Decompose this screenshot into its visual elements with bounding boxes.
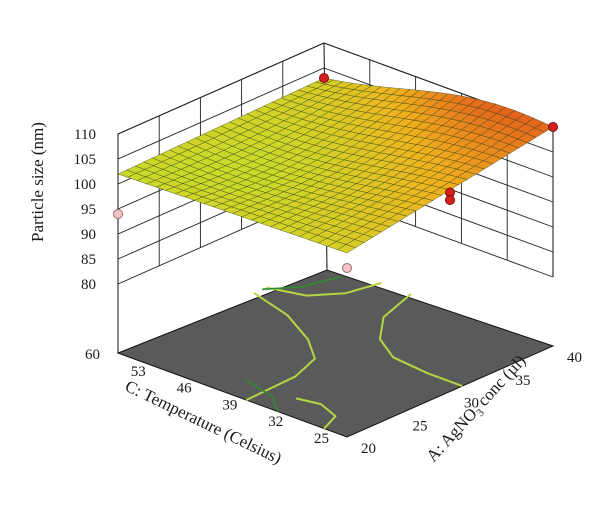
- tick-labels: 80 85 90 95 100 105 110 25 32 39 46 53 60 20 25 30 35 40: [74, 127, 583, 457]
- z-tick-label: 90: [81, 227, 96, 243]
- a-tick-label: 20: [361, 441, 376, 457]
- contour-line: [295, 397, 337, 430]
- c-tick-label: 53: [131, 364, 146, 380]
- z-tick-label: 95: [81, 202, 96, 218]
- design-point: [319, 73, 329, 83]
- a-tick-label: 40: [567, 350, 582, 366]
- design-point: [548, 122, 558, 132]
- a-tick-label: 30: [464, 396, 479, 412]
- a-tick-label: 25: [413, 418, 428, 434]
- z-axis-label: Particle size (nm): [28, 122, 47, 242]
- c-tick-label: 39: [222, 397, 237, 413]
- floor-plane: [116, 269, 555, 438]
- a-tick-label: 35: [516, 373, 531, 389]
- c-tick-label: 60: [85, 347, 100, 363]
- contour-line: [262, 275, 342, 291]
- z-tick-label: 80: [81, 277, 96, 293]
- contour-line: [245, 379, 280, 413]
- z-tick-label: 100: [74, 177, 97, 193]
- contour-floor: [116, 269, 555, 438]
- z-tick-label: 110: [74, 127, 96, 143]
- c-tick-label: 32: [268, 414, 283, 430]
- z-tick-label: 85: [81, 252, 96, 268]
- contour-line: [266, 282, 382, 297]
- design-point: [445, 195, 455, 205]
- response-surface: [117, 77, 554, 254]
- c-tick-label: 25: [314, 431, 329, 447]
- contour-line: [378, 293, 463, 387]
- surface-cell: [336, 244, 357, 254]
- a-axis-label-prefix: A: AgNO: [422, 404, 480, 465]
- design-point: [113, 209, 123, 219]
- c-tick-label: 46: [177, 381, 193, 397]
- z-tick-label: 105: [74, 152, 97, 168]
- design-points: [113, 73, 558, 273]
- design-point: [342, 263, 352, 273]
- contour-line: [245, 292, 316, 401]
